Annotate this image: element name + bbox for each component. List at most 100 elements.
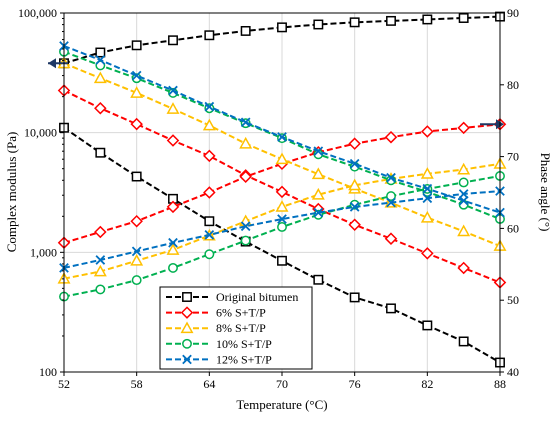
phase-angle-point xyxy=(384,130,398,144)
y-left-tick-label: 1,000 xyxy=(30,245,57,259)
phase-angle-point xyxy=(277,22,287,33)
modulus-point xyxy=(168,85,178,96)
phase-angle-point xyxy=(93,264,107,277)
phase-angle-point xyxy=(95,255,106,265)
modulus-point xyxy=(94,101,107,115)
phase-angle-point xyxy=(204,249,215,260)
phase-angle-point xyxy=(203,186,216,199)
phase-angle-point xyxy=(458,177,469,188)
arrow-head-0 xyxy=(48,58,56,69)
legend-swatch-marker xyxy=(182,338,192,349)
y-left-tick-label: 100,000 xyxy=(18,6,57,20)
phase-angle-point xyxy=(349,202,360,212)
phase-angle-point xyxy=(204,30,215,41)
phase-angle-point xyxy=(458,13,469,23)
modulus-point xyxy=(95,55,106,65)
legend-swatch-marker xyxy=(182,354,192,365)
modulus-point xyxy=(311,167,325,180)
phase-angle-point xyxy=(131,275,142,286)
axis-arrows xyxy=(48,58,504,130)
phase-angle-point xyxy=(422,14,433,25)
phase-angle-point xyxy=(349,17,360,28)
modulus-point xyxy=(277,255,287,266)
modulus-point xyxy=(203,149,216,163)
modulus-point xyxy=(130,86,144,98)
modulus-point xyxy=(422,183,433,194)
legend-swatch-marker xyxy=(180,306,194,319)
modulus-point xyxy=(349,158,360,169)
phase-angle-point xyxy=(457,121,470,135)
y-right-tick-label: 50 xyxy=(507,293,519,307)
phase-angle-point xyxy=(168,35,178,46)
x-tick-label: 64 xyxy=(203,377,215,391)
x-tick-label: 58 xyxy=(131,377,143,391)
modulus-point xyxy=(95,147,106,158)
modulus-point xyxy=(240,117,251,128)
legend: Original bitumen 6% S+T/P8% S+T/P 10% S+T/… xyxy=(159,286,313,370)
phase-angle-point xyxy=(239,170,252,183)
phase-angle-point xyxy=(386,191,396,202)
modulus-point xyxy=(458,336,469,347)
phase-angle-point xyxy=(458,189,469,199)
modulus-point xyxy=(202,118,216,131)
x-tick-label: 88 xyxy=(494,377,506,391)
modulus-point xyxy=(386,303,396,314)
phase-angle-point xyxy=(130,214,143,228)
y-right-tick-label: 90 xyxy=(507,6,519,20)
modulus-point xyxy=(275,185,289,199)
phase-angle-point xyxy=(204,230,215,240)
phase-angle-point xyxy=(420,167,434,179)
y-right-tick-label: 60 xyxy=(507,221,519,235)
modulus-point xyxy=(131,70,142,81)
y-axis-right-label: Phase angle (°) xyxy=(538,153,550,232)
y-left-tick-label: 100 xyxy=(39,365,57,379)
modulus-point xyxy=(457,224,471,237)
y-right-tick-label: 40 xyxy=(507,365,519,379)
phase-angle-point xyxy=(457,162,471,175)
x-tick-label: 76 xyxy=(349,377,361,391)
x-tick-label: 70 xyxy=(276,377,288,391)
phase-angle-point xyxy=(166,243,180,255)
phase-angle-point xyxy=(421,125,434,138)
legend-entry-label: 12% S+T/P xyxy=(216,352,272,366)
modulus-point xyxy=(313,274,324,285)
phase-angle-point xyxy=(95,47,106,58)
phase-angle-point xyxy=(94,225,107,239)
modulus-point xyxy=(348,218,361,232)
modulus-point xyxy=(204,216,215,227)
y-right-tick-label: 70 xyxy=(507,150,519,164)
phase-angle-point xyxy=(348,178,362,191)
modulus-point xyxy=(313,146,324,157)
modulus-point xyxy=(386,172,396,183)
y-right-tick-label: 80 xyxy=(507,78,519,92)
legend-swatch-marker xyxy=(180,321,194,334)
legend-entry-label: 6% S+T/P xyxy=(216,306,266,320)
phase-angle-point xyxy=(313,19,324,30)
phase-angle-point xyxy=(240,26,251,36)
modulus-point xyxy=(131,171,142,182)
phase-angle-point xyxy=(240,235,251,246)
phase-angle-point xyxy=(277,222,287,232)
phase-angle-point xyxy=(386,197,396,208)
x-axis-label: Temperature (°C) xyxy=(236,397,327,412)
modulus-point xyxy=(239,136,253,149)
phase-angle-point xyxy=(386,15,396,26)
legend-entry-label: Original bitumen xyxy=(216,290,298,304)
modulus-point xyxy=(457,261,470,275)
modulus-point xyxy=(277,132,287,142)
axes: 52 58 64 70 76 82 88 100 1,000 10,000 100,000 40 50 6… xyxy=(18,6,519,391)
modulus-point xyxy=(421,247,434,260)
modulus-point xyxy=(166,134,180,147)
phase-angle-point xyxy=(168,262,178,273)
modulus-point xyxy=(275,152,289,165)
phase-angle-point xyxy=(275,200,289,212)
phase-angle-point xyxy=(130,253,144,266)
legend-entry-label: 8% S+T/P xyxy=(216,321,266,335)
phase-angle-point xyxy=(277,214,287,224)
legend-entry-label: 10% S+T/P xyxy=(216,337,272,351)
x-tick-label: 82 xyxy=(421,377,433,391)
phase-angle-point xyxy=(168,237,178,248)
modulus-point xyxy=(204,101,215,112)
